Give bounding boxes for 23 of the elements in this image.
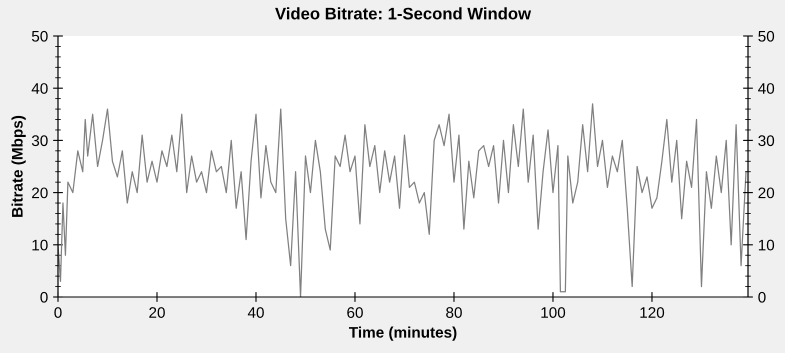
y-axis-title: Bitrate (Mbps) xyxy=(11,116,26,217)
line-series xyxy=(58,103,747,297)
y2-tick-label: 50 xyxy=(758,30,774,42)
y-tick-label: 50 xyxy=(32,30,48,42)
y2-tick-label: 30 xyxy=(758,135,774,146)
y2-tick-label: 0 xyxy=(758,292,766,303)
x-tick-label: 40 xyxy=(248,307,264,318)
y2-tick-label: 40 xyxy=(758,83,774,94)
y2-tick-label: 20 xyxy=(758,187,774,198)
x-tick-label: 0 xyxy=(54,307,62,318)
chart-title: Video Bitrate: 1-Second Window xyxy=(275,7,532,20)
y-tick-label: 10 xyxy=(32,240,48,250)
y-tick-label: 20 xyxy=(32,187,48,198)
y-tick-label: 0 xyxy=(40,292,48,303)
y2-tick-label: 10 xyxy=(758,240,774,250)
x-axis-title: Time (minutes) xyxy=(348,326,456,341)
x-tick-label: 60 xyxy=(347,307,363,318)
y-tick-label: 30 xyxy=(32,135,48,146)
x-tick-label: 120 xyxy=(640,307,664,318)
y-tick-label: 40 xyxy=(32,83,48,94)
x-tick-label: 20 xyxy=(149,307,165,318)
x-tick-label: 100 xyxy=(541,307,566,318)
x-tick-label: 80 xyxy=(446,307,462,318)
